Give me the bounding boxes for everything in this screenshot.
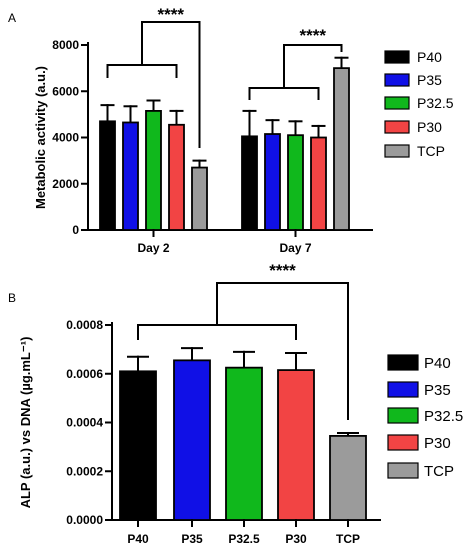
- y-tick-label: 0.0002: [66, 464, 103, 478]
- x-category-label: TCP: [336, 532, 360, 546]
- legend-label: P30: [424, 435, 451, 452]
- panel-label: A: [8, 11, 16, 25]
- x-category-label: P30: [285, 532, 307, 546]
- bar-p40: [119, 370, 157, 521]
- legend-label: P40: [424, 355, 451, 372]
- legend-swatch: [387, 381, 419, 398]
- bar-p30-day7: [310, 136, 327, 231]
- bar-tcp-day2: [191, 166, 208, 231]
- significance-stars: ****: [300, 26, 327, 45]
- bar-p35: [173, 359, 211, 521]
- bar-p40-day7: [241, 135, 258, 231]
- significance-stars: ****: [269, 261, 296, 280]
- y-tick-label: 0.0004: [66, 416, 103, 430]
- legend-swatch: [384, 144, 410, 158]
- legend-label: P35: [424, 382, 451, 399]
- x-category-label: Day 2: [137, 241, 169, 255]
- panel-b: B ALP (a.u.) vs DNA (µg.mL⁻¹) 0.0000 0.0002…: [8, 261, 463, 546]
- y-tick-label: 0.0006: [66, 367, 103, 381]
- y-tick-label: 8000: [52, 38, 79, 52]
- legend-swatch: [387, 354, 419, 371]
- legend-swatch: [387, 434, 419, 451]
- y-tick-label: 0.0008: [66, 318, 103, 332]
- x-category-label: P40: [127, 532, 149, 546]
- significance-stars: ****: [158, 5, 185, 24]
- bar-tcp-day7: [333, 67, 350, 231]
- y-axis-label: ALP (a.u.) vs DNA (µg.mL⁻¹): [18, 337, 33, 509]
- legend-label: P35: [417, 72, 442, 88]
- legend-label: P32.5: [424, 408, 463, 425]
- bar-p30-day2: [168, 123, 185, 231]
- bracket-vs-tcp: [216, 282, 349, 420]
- legend-label: P30: [417, 119, 442, 135]
- y-tick-label: 4000: [52, 131, 79, 145]
- legend-swatch: [387, 407, 419, 424]
- bracket-vs-tcp-day2: [141, 21, 201, 148]
- y-tick-label: 0.0000: [66, 513, 103, 527]
- bracket-p-group-day7: [248, 87, 320, 100]
- bracket-p-group-day2: [106, 64, 178, 78]
- legend-swatch: [387, 462, 419, 479]
- bar-p35-day7: [264, 133, 281, 231]
- x-category-label: Day 7: [279, 241, 311, 255]
- bar-p35-day2: [122, 121, 139, 231]
- x-category-label: P35: [181, 532, 203, 546]
- legend-swatch: [384, 96, 410, 110]
- legend-swatch: [384, 120, 410, 134]
- y-tick-label: 6000: [52, 84, 79, 98]
- legend-swatch: [384, 50, 410, 64]
- legend-label: TCP: [417, 143, 445, 159]
- legend-label: TCP: [424, 463, 454, 480]
- y-tick-label: 0: [72, 223, 79, 237]
- y-tick-label: 2000: [52, 177, 79, 191]
- legend-label: P40: [417, 49, 442, 65]
- x-category-label: P32.5: [228, 532, 260, 546]
- bar-p325: [225, 366, 263, 521]
- panel-label: B: [8, 291, 16, 305]
- panel-a: A Metabolic activity (a.u.) 0 2000 4000 6000 8…: [8, 5, 454, 255]
- bar-p40-day2: [99, 120, 116, 231]
- y-axis-label: Metabolic activity (a.u.): [33, 66, 48, 209]
- bar-tcp: [329, 435, 367, 521]
- bracket-vs-tcp-day7: [283, 44, 343, 88]
- legend-label: P32.5: [417, 95, 454, 111]
- bracket-p-group: [137, 324, 297, 340]
- bar-p325-day2: [145, 110, 162, 231]
- bar-p30: [277, 369, 315, 521]
- legend-swatch: [384, 73, 410, 87]
- bar-p325-day7: [287, 134, 304, 231]
